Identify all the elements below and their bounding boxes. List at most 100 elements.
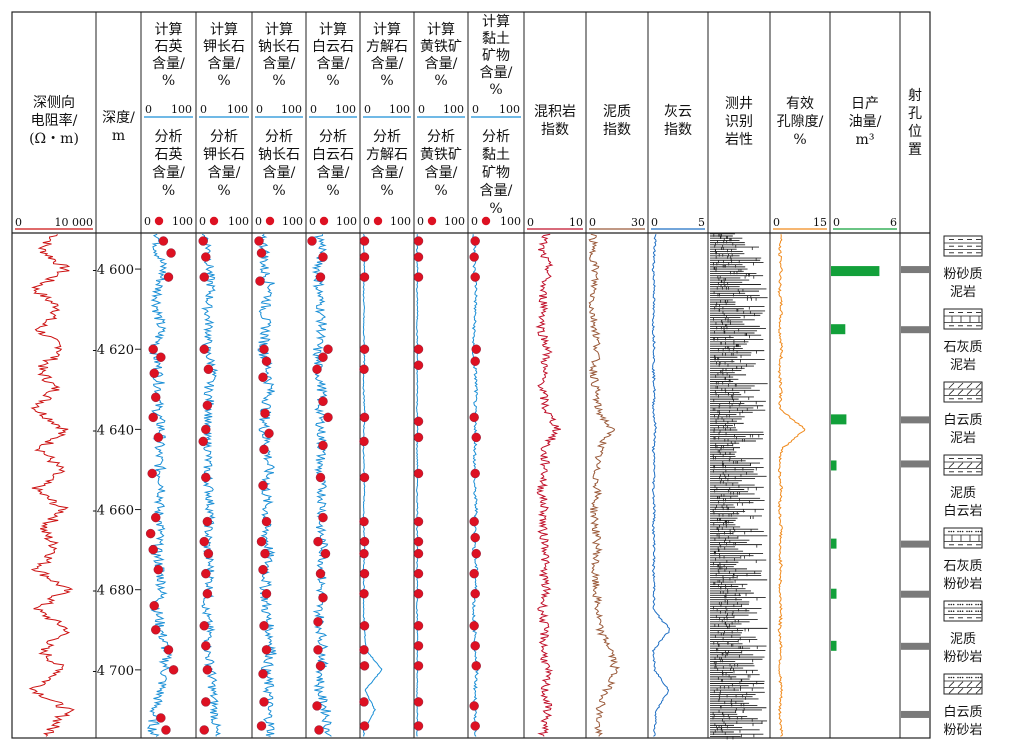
clay-analysis-point xyxy=(469,412,479,423)
legend-swatch-slash xyxy=(966,681,973,687)
calc-calc-scale-min: 0 xyxy=(364,103,371,116)
mud-index-curve xyxy=(588,233,621,737)
pyr-analysis-point xyxy=(413,416,424,427)
pyr-calc-header: % xyxy=(434,73,447,89)
perforation-header: 位 xyxy=(908,124,922,140)
quartz-analysis-point xyxy=(163,272,174,282)
clay-calc-header: % xyxy=(489,82,502,98)
quartz-analysis-point xyxy=(149,601,159,611)
kfeld-analysis-point xyxy=(201,641,211,651)
dolo-calc-header: % xyxy=(326,73,339,89)
pyr-calc-header: 黄铁矿 xyxy=(420,38,462,55)
quartz-analysis-point xyxy=(148,412,158,423)
calc-analysis-point xyxy=(359,236,370,246)
depth-header: 深度/ xyxy=(102,110,135,126)
legend-swatch-dot xyxy=(959,610,962,612)
quartz-analysis-header: 含量/ xyxy=(152,165,185,181)
porosity-header: % xyxy=(793,132,806,148)
pyr-analysis-point xyxy=(413,568,424,579)
clay-analysis-point xyxy=(471,661,481,671)
calc-analysis-header: 含量/ xyxy=(371,165,404,181)
dolo-analysis-header: 白云石 xyxy=(312,147,354,163)
dolo-dot-legend-icon xyxy=(319,216,329,226)
kfeld-calc-scale-max: 100 xyxy=(227,103,248,116)
clay-dot-scale-min: 0 xyxy=(471,215,478,228)
depth-tick-label: -4 620 xyxy=(92,343,134,358)
kfeld-analysis-point xyxy=(201,424,211,435)
dolo-index-header: 灰云 xyxy=(664,104,692,120)
calc-analysis-point xyxy=(359,412,370,423)
clay-analysis-point xyxy=(471,548,481,559)
legend-swatch-dot xyxy=(948,603,950,606)
dolo-analysis-point xyxy=(323,412,333,423)
plag-analysis-point xyxy=(260,548,270,559)
kfeld-analysis-point xyxy=(202,516,213,527)
depth-tick-label: -4 640 xyxy=(92,423,134,438)
legend-swatch-slash xyxy=(975,389,982,395)
perforation-marker xyxy=(901,710,929,718)
kfeld-analysis-point xyxy=(201,472,211,483)
legend-swatch-dot xyxy=(977,603,980,606)
quartz-analysis-point xyxy=(149,368,159,378)
legend-swatch xyxy=(943,454,983,476)
oil-rate-bar xyxy=(831,414,847,425)
legend-swatch-slash xyxy=(957,462,964,468)
quartz-calc-scale-min: 0 xyxy=(145,103,152,116)
oil-rate-header: m³ xyxy=(856,132,875,148)
clay-dot-scale-max: 100 xyxy=(500,215,521,228)
depth-tick-label: -4 700 xyxy=(92,664,134,679)
pyr-analysis-point xyxy=(413,432,424,443)
oil-rate-header: 日产 xyxy=(851,96,879,112)
porosity-scale-min: 0 xyxy=(773,216,780,229)
legend-label: 泥岩 xyxy=(950,285,976,300)
legend-swatch-dot xyxy=(961,676,964,679)
clay-analysis-header: % xyxy=(489,201,502,217)
calc-analysis-point xyxy=(359,272,370,282)
clay-calc-header: 计算 xyxy=(482,14,510,30)
dolo-analysis-point xyxy=(315,568,326,579)
legend-label: 石灰质 xyxy=(943,340,982,355)
plag-analysis-header: 含量/ xyxy=(263,165,296,181)
kfeld-calc-header: % xyxy=(217,73,230,89)
kfeld-analysis-point xyxy=(202,400,213,411)
legend-swatch-dot xyxy=(979,610,982,612)
plag-analysis-point xyxy=(261,645,272,655)
legend-swatch-dot xyxy=(961,610,964,612)
pyr-analysis-header: 黄铁矿 xyxy=(420,146,462,163)
kfeld-analysis-point xyxy=(201,252,211,262)
dolo-index-header: 指数 xyxy=(664,122,692,138)
dolo-calc-header: 计算 xyxy=(319,22,347,38)
quartz-analysis-point xyxy=(145,528,156,539)
dolo-analysis-point xyxy=(313,536,323,547)
quartz-analysis-point xyxy=(153,564,164,575)
dolo-analysis-point xyxy=(307,236,317,246)
quartz-dot-scale-min: 0 xyxy=(144,215,151,228)
legend-swatch-slash xyxy=(957,688,964,694)
clay-calc-header: 黏土 xyxy=(482,31,510,47)
legend-swatch-dot xyxy=(975,676,977,679)
quartz-analysis-point xyxy=(148,344,158,354)
pyr-calc-scale-min: 0 xyxy=(418,103,425,116)
perforation-marker xyxy=(901,590,929,598)
legend-label: 粉砂岩 xyxy=(943,577,982,592)
perforation-header: 射 xyxy=(908,88,922,104)
dolo-analysis-point xyxy=(313,645,323,655)
plag-analysis-point xyxy=(256,248,267,258)
legend-swatch-dot xyxy=(979,603,982,606)
legend-label: 粉砂质 xyxy=(943,267,982,282)
calc-calc-scale-max: 100 xyxy=(389,103,410,116)
plag-analysis-point xyxy=(258,372,268,382)
calc-analysis-point xyxy=(359,472,370,483)
legend-swatch-slash xyxy=(966,688,973,694)
kfeld-analysis-point xyxy=(201,697,211,707)
kfeld-calc-header: 钾长石 xyxy=(203,39,245,55)
legend-swatch-dot xyxy=(957,610,959,612)
legend-swatch-dot xyxy=(952,676,955,679)
calc-analysis-point xyxy=(359,344,370,354)
dolo-analysis-point xyxy=(318,593,328,603)
legend-swatch-dot xyxy=(968,676,971,679)
legend-swatch-dot xyxy=(959,603,962,606)
calc-analysis-point xyxy=(359,436,369,447)
legend-swatch-dot xyxy=(968,610,971,612)
clay-analysis-point xyxy=(469,568,479,579)
